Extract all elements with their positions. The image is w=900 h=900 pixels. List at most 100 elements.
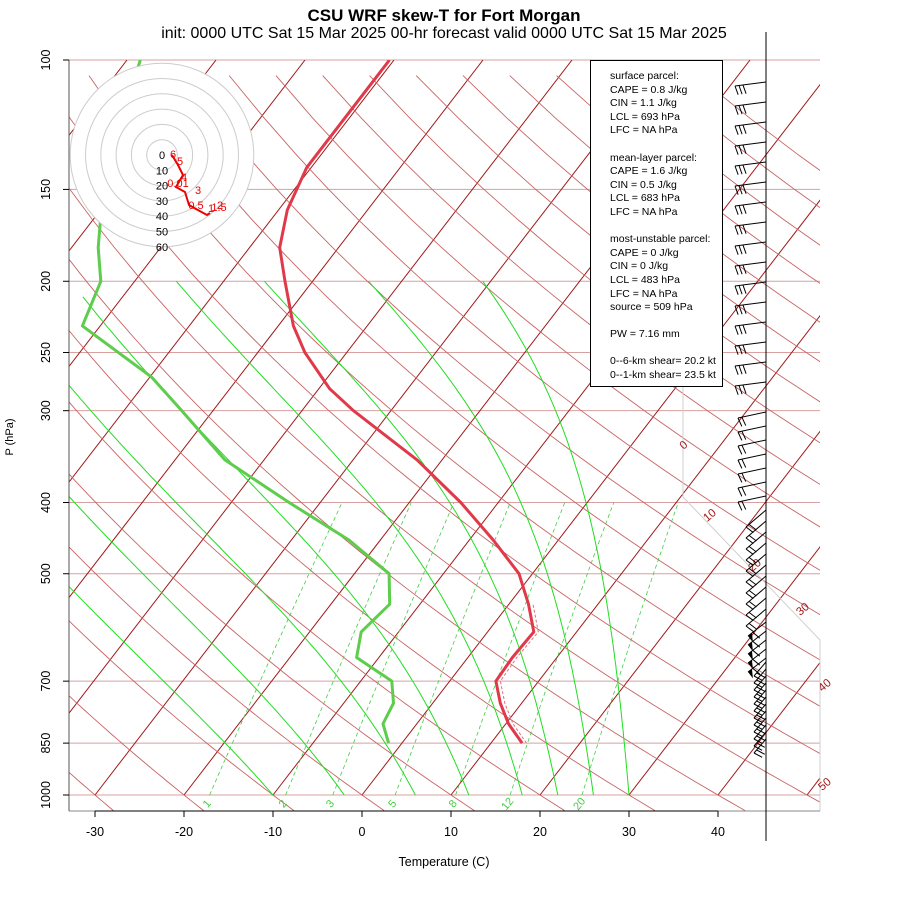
- wind-barb-feather: [734, 265, 739, 275]
- wind-barb-feather: [742, 304, 747, 314]
- mixing-ratio-line: [209, 502, 343, 796]
- y-tick-label: 200: [39, 271, 53, 292]
- wind-barb-shaft: [753, 689, 767, 705]
- wind-barb-feather: [734, 385, 739, 395]
- dry-adiabat-line: [69, 620, 295, 811]
- wind-barb-feather: [748, 623, 757, 630]
- wind-barb-feather: [737, 487, 743, 497]
- isotherm-line: [450, 315, 820, 796]
- wind-barb-shaft: [737, 481, 767, 489]
- wind-barb-shaft: [734, 261, 767, 267]
- wind-barb-feather: [737, 431, 743, 441]
- hodograph-point-label: 4: [181, 172, 187, 184]
- info-line: PW = 7.16 mm: [610, 328, 680, 341]
- isotherm-line: [69, 60, 573, 715]
- isotherm-label: 10: [701, 507, 719, 524]
- mixing-ratio-line: [394, 502, 511, 796]
- wind-barb-feather: [741, 430, 747, 440]
- info-line: [610, 138, 722, 152]
- isotherm-line: [539, 430, 820, 796]
- y-tick-label: 400: [39, 492, 53, 513]
- isotherm-label: 40: [816, 677, 834, 694]
- wind-barb-feather: [745, 614, 754, 621]
- wind-barb-feather: [742, 144, 747, 154]
- moist-adiabat-line: [69, 495, 345, 796]
- wind-barb-feather: [745, 559, 754, 566]
- mixing-ratio-line: [332, 502, 455, 796]
- info-line: [610, 220, 722, 234]
- y-tick-label: 300: [39, 400, 53, 421]
- temperature-line: [278, 60, 536, 744]
- wind-barb-shaft: [734, 201, 767, 207]
- wind-barb-feather: [738, 85, 743, 95]
- hodograph-ring-label: 0: [159, 150, 165, 162]
- info-line: 0--1-km shear= 23.5 kt: [610, 369, 716, 382]
- isotherm-line: [717, 661, 820, 796]
- x-tick-label: -10: [264, 825, 282, 839]
- wind-barb-feather: [742, 384, 747, 394]
- hodograph-ring-label: 60: [156, 242, 168, 254]
- y-tick-label: 1000: [39, 781, 53, 809]
- wind-barb-feather: [737, 473, 743, 483]
- isotherm-label: 50: [816, 776, 834, 793]
- wind-barb-shaft: [753, 717, 767, 733]
- mixing-ratio-label: 12: [499, 796, 516, 813]
- y-axis-label: P (hPa): [4, 418, 16, 455]
- isotherm-line: [361, 199, 820, 796]
- wind-barb-feather: [734, 225, 739, 235]
- wind-barb-feather: [741, 472, 747, 482]
- dry-adiabat-line: [228, 75, 820, 571]
- wind-barb-shaft: [737, 425, 767, 433]
- info-line: [610, 315, 722, 329]
- hodograph-ring-label: 50: [156, 227, 168, 239]
- wind-barb-shaft: [753, 731, 767, 747]
- hodograph-ring: [100, 93, 224, 217]
- hodograph-ring: [115, 108, 209, 202]
- wind-barb-feather: [742, 344, 747, 354]
- dry-adiabat-line: [182, 75, 820, 616]
- wind-barb-feather: [752, 667, 761, 675]
- x-tick-label: -20: [175, 825, 193, 839]
- info-line: CAPE = 1.6 J/kg: [610, 165, 688, 178]
- info-line: surface parcel:: [610, 70, 679, 82]
- x-tick-label: 20: [533, 825, 547, 839]
- dry-adiabat-line: [69, 695, 204, 811]
- info-line: LCL = 693 hPa: [610, 110, 680, 123]
- virtual-temperature-line: [499, 604, 539, 744]
- moist-adiabat-line: [264, 280, 559, 796]
- hodograph-point-label: 0.5: [188, 200, 203, 212]
- wind-barb-feather: [742, 244, 747, 254]
- info-line: CAPE = 0 J/kg: [610, 246, 679, 259]
- parcel-info-box: surface parcel: CAPE = 0.8 J/kg CIN = 1.1 …: [590, 60, 723, 387]
- info-line: LFC = NA hPa: [610, 124, 678, 137]
- info-line: [610, 342, 722, 356]
- wind-barb-feather: [748, 535, 757, 542]
- wind-barb-feather: [738, 385, 743, 395]
- dry-adiabat-line: [275, 75, 820, 528]
- wind-barb-feather: [752, 640, 761, 648]
- wind-barb-feather: [737, 501, 743, 511]
- moist-adiabat-line: [69, 585, 274, 796]
- wind-barb-feather: [738, 145, 743, 155]
- mixing-ratio-line: [509, 502, 615, 796]
- wind-barb-shaft: [734, 241, 767, 247]
- wind-barb-shaft: [737, 411, 767, 419]
- wind-barb-feather: [734, 85, 739, 95]
- info-line: LCL = 483 hPa: [610, 273, 680, 286]
- wind-barb-shaft: [753, 724, 767, 740]
- wind-barb-feather: [734, 125, 739, 135]
- wind-barb-feather: [738, 365, 743, 375]
- wind-barb-feather: [748, 601, 757, 608]
- wind-barb-feather: [745, 570, 754, 577]
- wind-barb-feather: [748, 557, 757, 564]
- wind-barb-feather: [752, 631, 761, 639]
- mixing-ratio-line: [581, 502, 679, 796]
- moist-adiabat-line: [69, 384, 416, 796]
- wind-barb-shaft: [753, 738, 767, 754]
- wind-barb-feather: [734, 365, 739, 375]
- wind-barb-feather: [738, 305, 743, 315]
- info-line: 0--6-km shear= 20.2 kt: [610, 355, 716, 368]
- wind-barb-pennant: [748, 632, 753, 643]
- y-tick-label: 150: [39, 179, 53, 200]
- info-line: CAPE = 0.8 J/kg: [610, 83, 688, 96]
